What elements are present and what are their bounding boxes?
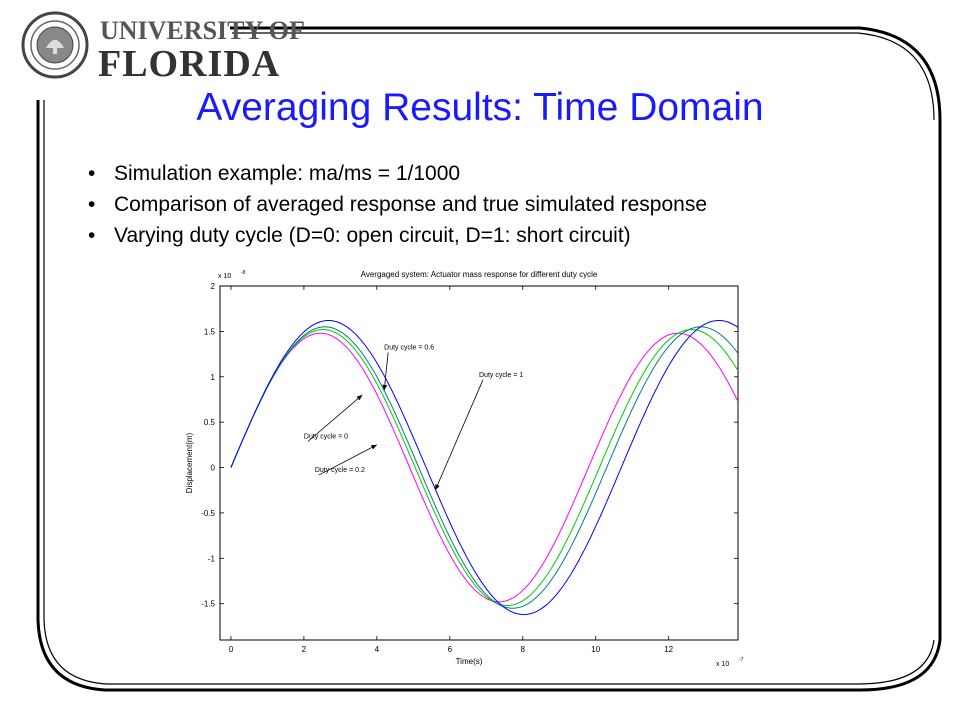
y-tick-label: 0.5 bbox=[204, 418, 216, 427]
x-tick-label: 8 bbox=[521, 645, 526, 654]
plot-frame bbox=[219, 285, 739, 641]
x-exponent: -7 bbox=[739, 657, 744, 663]
y-tick-label: 1 bbox=[211, 373, 216, 382]
x-axis-label: Time(s) bbox=[456, 657, 483, 666]
series-line-1 bbox=[230, 329, 739, 607]
x-tick-label: 12 bbox=[664, 645, 673, 654]
university-seal-icon bbox=[21, 11, 89, 79]
annotation-arrow bbox=[307, 394, 363, 442]
annotation-label: Duty cycle = 0.6 bbox=[384, 345, 434, 352]
university-logo: UNIVERSITY OF FLORIDA bbox=[18, 6, 305, 85]
annotation-arrow bbox=[318, 444, 378, 476]
annotation-label: Duty cycle = 1 bbox=[479, 372, 523, 379]
bullet-item: • Comparison of averaged response and tru… bbox=[88, 189, 707, 220]
annotation-label: Duty cycle = 0 bbox=[304, 433, 348, 440]
logo-line-2: FLORIDA bbox=[98, 43, 281, 85]
bullet-list: • Simulation example: ma/ms = 1/1000 • Com… bbox=[88, 158, 707, 251]
chart-title: Avergaged system: Actuator mass response… bbox=[361, 270, 598, 279]
annotation-arrow bbox=[434, 379, 484, 491]
annotation-label: Duty cycle = 0.2 bbox=[315, 467, 365, 474]
y-exponent: -8 bbox=[241, 270, 246, 276]
slide-title: Averaging Results: Time Domain bbox=[196, 86, 764, 129]
bullet-text: Simulation example: ma/ms = 1/1000 bbox=[114, 162, 461, 185]
annotation-arrow bbox=[382, 352, 389, 391]
x-tick-label: 2 bbox=[302, 645, 307, 654]
bullet-item: • Varying duty cycle (D=0: open circuit, … bbox=[88, 220, 707, 251]
y-axis-label: Displacement(m) bbox=[185, 432, 194, 493]
series-line-3 bbox=[230, 320, 739, 616]
y-tick-label: 0 bbox=[211, 464, 216, 473]
bullet-text: Comparison of averaged response and true… bbox=[114, 193, 708, 216]
y-tick-label: -1.5 bbox=[201, 600, 215, 609]
x-tick-label: 6 bbox=[448, 645, 453, 654]
y-multiplier: x 10 bbox=[218, 273, 231, 280]
response-chart: Avergaged system: Actuator mass response… bbox=[185, 270, 744, 668]
x-multiplier: x 10 bbox=[716, 661, 729, 668]
y-tick-label: -1 bbox=[208, 554, 216, 563]
series-line-0 bbox=[230, 332, 739, 603]
x-tick-label: 10 bbox=[591, 645, 600, 654]
series-line-2 bbox=[230, 326, 739, 609]
bullet-glyph: • bbox=[88, 224, 96, 247]
bullet-glyph: • bbox=[88, 162, 96, 185]
x-tick-label: 0 bbox=[229, 645, 234, 654]
y-tick-label: 1.5 bbox=[204, 327, 216, 336]
y-tick-label: -0.5 bbox=[201, 509, 215, 518]
logo-line-1: UNIVERSITY OF bbox=[100, 16, 305, 45]
x-tick-label: 4 bbox=[375, 645, 380, 654]
bullet-item: • Simulation example: ma/ms = 1/1000 bbox=[88, 158, 707, 189]
y-tick-label: 2 bbox=[211, 282, 216, 291]
bullet-text: Varying duty cycle (D=0: open circuit, D… bbox=[114, 224, 631, 247]
bullet-glyph: • bbox=[88, 193, 96, 216]
